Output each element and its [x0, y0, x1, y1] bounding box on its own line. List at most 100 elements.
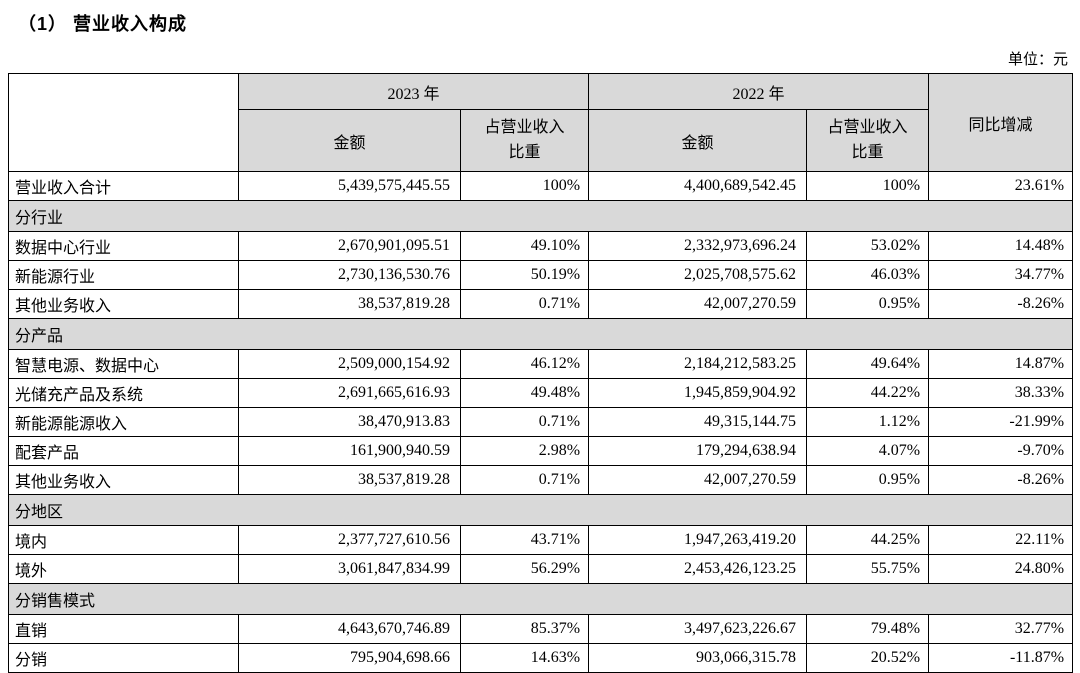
amount-2023: 4,643,670,746.89	[238, 614, 461, 644]
amount-2023: 2,377,727,610.56	[238, 525, 461, 555]
ratio-2023: 56.29%	[459, 554, 590, 584]
amount-2022: 2,025,708,575.62	[588, 260, 808, 290]
ratio-2022: 46.03%	[806, 260, 930, 290]
section-row: 分地区	[7, 494, 1074, 526]
amount-2023: 3,061,847,834.99	[238, 554, 461, 584]
amount-2023: 2,670,901,095.51	[238, 231, 461, 261]
ratio-2022: 4.07%	[806, 436, 930, 466]
header-row-measures: 金额 占营业收入比重 金额 占营业收入比重	[9, 109, 1073, 172]
row-label: 其他业务收入	[8, 289, 239, 319]
data-row: 其他业务收入 38,537,819.28 0.71% 42,007,270.59 0.9…	[8, 289, 1074, 319]
ratio-2023: 50.19%	[459, 260, 590, 290]
ratio-2022: 1.12%	[806, 407, 930, 437]
data-row: 光储充产品及系统 2,691,665,616.93 49.48% 1,945,859,…	[8, 378, 1074, 408]
ratio-2023: 0.71%	[459, 407, 590, 437]
yoy-change: 23.61%	[928, 171, 1074, 201]
ratio-2022: 49.64%	[806, 349, 930, 379]
header-blank-cell	[8, 73, 239, 172]
header-year-2022: 2022 年	[588, 73, 930, 110]
data-row: 数据中心行业 2,670,901,095.51 49.10% 2,332,973,69…	[8, 231, 1074, 261]
ratio-2023: 49.10%	[459, 231, 590, 261]
data-row: 智慧电源、数据中心 2,509,000,154.92 46.12% 2,184,212…	[8, 349, 1074, 379]
yoy-change: 32.77%	[928, 614, 1074, 644]
yoy-change: 24.80%	[928, 554, 1074, 584]
yoy-change: 22.11%	[928, 525, 1074, 555]
page-title: （1） 营业收入构成	[18, 14, 188, 34]
row-label: 其他业务收入	[8, 465, 239, 495]
row-label: 境内	[8, 525, 239, 555]
header-year-2023: 2023 年	[237, 73, 590, 110]
ratio-2022: 100%	[806, 171, 930, 201]
ratio-2023: 0.71%	[459, 289, 590, 319]
data-row: 配套产品 161,900,940.59 2.98% 179,294,638.94 4.0…	[8, 436, 1074, 466]
header-yoy: 同比增减	[928, 73, 1074, 172]
row-label: 配套产品	[8, 436, 239, 466]
section-label: 分行业	[7, 200, 1074, 232]
header-ratio-2023: 占营业收入比重	[459, 109, 590, 172]
amount-2023: 38,537,819.28	[238, 465, 461, 495]
table-header: 2023 年 2022 年 同比增减 金额 占营业收入比重 金额 占营业收入比重	[8, 73, 1074, 172]
ratio-2022: 44.25%	[806, 525, 930, 555]
amount-2022: 903,066,315.78	[588, 643, 808, 673]
amount-2022: 2,332,973,696.24	[588, 231, 808, 261]
row-label: 新能源能源收入	[8, 407, 239, 437]
ratio-2023: 85.37%	[459, 614, 590, 644]
yoy-change: -11.87%	[928, 643, 1074, 673]
header-amount-2023: 金额	[238, 109, 461, 172]
amount-2022: 1,945,859,904.92	[588, 378, 808, 408]
ratio-2023: 46.12%	[459, 349, 590, 379]
row-label: 智慧电源、数据中心	[8, 349, 239, 379]
data-row: 直销 4,643,670,746.89 85.37% 3,497,623,226.67…	[8, 614, 1074, 644]
amount-2022: 42,007,270.59	[588, 289, 808, 319]
revenue-composition-table: 2023 年 2022 年 同比增减 金额 占营业收入比重 金额 占营业收入比重…	[7, 73, 1074, 673]
yoy-change: -9.70%	[928, 436, 1074, 466]
amount-2022: 179,294,638.94	[588, 436, 808, 466]
ratio-2022: 55.75%	[806, 554, 930, 584]
ratio-2023: 43.71%	[459, 525, 590, 555]
ratio-2023: 49.48%	[459, 378, 590, 408]
ratio-2022: 79.48%	[806, 614, 930, 644]
amount-2023: 161,900,940.59	[238, 436, 461, 466]
yoy-change: 34.77%	[928, 260, 1074, 290]
section-row: 分销售模式	[7, 583, 1074, 615]
amount-2022: 3,497,623,226.67	[588, 614, 808, 644]
data-row: 新能源能源收入 38,470,913.83 0.71% 49,315,144.75 1.…	[8, 407, 1074, 437]
ratio-2022: 0.95%	[806, 289, 930, 319]
section-row: 分产品	[7, 318, 1074, 350]
data-row: 新能源行业 2,730,136,530.76 50.19% 2,025,708,575…	[8, 260, 1074, 290]
ratio-2023: 2.98%	[459, 436, 590, 466]
data-row: 境内 2,377,727,610.56 43.71% 1,947,263,419.20…	[8, 525, 1074, 555]
ratio-2022: 0.95%	[806, 465, 930, 495]
section-label: 分销售模式	[7, 583, 1074, 615]
ratio-2023: 100%	[459, 171, 590, 201]
header-ratio-2023-label: 占营业收入比重	[484, 118, 565, 161]
section-row: 分行业	[7, 200, 1074, 232]
amount-2023: 2,509,000,154.92	[238, 349, 461, 379]
ratio-2022: 44.22%	[806, 378, 930, 408]
amount-2022: 1,947,263,419.20	[588, 525, 808, 555]
table-body: 营业收入合计 5,439,575,445.55 100% 4,400,689,542.…	[7, 171, 1074, 673]
amount-2023: 795,904,698.66	[238, 643, 461, 673]
ratio-2023: 14.63%	[459, 643, 590, 673]
header-ratio-2022: 占营业收入比重	[806, 109, 930, 172]
header-ratio-2022-label: 占营业收入比重	[827, 118, 908, 161]
yoy-change: 38.33%	[928, 378, 1074, 408]
yoy-change: 14.48%	[928, 231, 1074, 261]
amount-2023: 38,470,913.83	[238, 407, 461, 437]
yoy-change: 14.87%	[928, 349, 1074, 379]
row-label: 分销	[8, 643, 239, 673]
section-label: 分地区	[7, 494, 1074, 526]
amount-2023: 2,691,665,616.93	[238, 378, 461, 408]
amount-2022: 2,184,212,583.25	[588, 349, 808, 379]
ratio-2022: 53.02%	[806, 231, 930, 261]
yoy-change: -8.26%	[928, 289, 1074, 319]
ratio-2022: 20.52%	[806, 643, 930, 673]
row-label: 数据中心行业	[8, 231, 239, 261]
amount-2022: 2,453,426,123.25	[588, 554, 808, 584]
row-label: 新能源行业	[8, 260, 239, 290]
yoy-change: -21.99%	[928, 407, 1074, 437]
row-label: 直销	[8, 614, 239, 644]
data-row: 营业收入合计 5,439,575,445.55 100% 4,400,689,542.…	[8, 171, 1074, 201]
header-amount-2022: 金额	[588, 109, 808, 172]
header-row-years: 2023 年 2022 年 同比增减	[8, 73, 1074, 172]
